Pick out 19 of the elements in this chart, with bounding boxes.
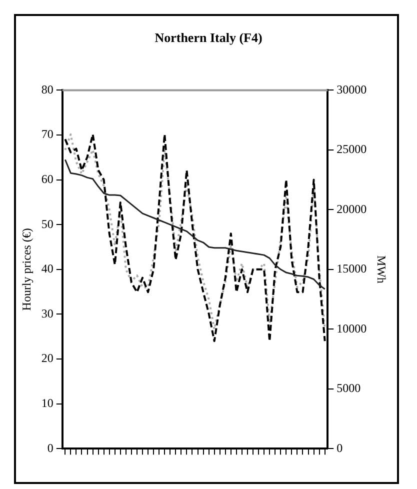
y2-tick-label: 30000 <box>336 82 367 96</box>
y-tick-label: 60 <box>41 172 54 186</box>
y-tick-label: 0 <box>47 440 54 455</box>
y2-axis-title: MWh <box>374 255 389 284</box>
y2-tick-label: 10000 <box>336 321 367 336</box>
y-axis-title: Hourly prices (€) <box>19 228 34 311</box>
y2-tick-label: 15000 <box>336 262 367 276</box>
chart-title: Northern Italy (F4) <box>154 30 264 46</box>
y2-tick-label: 0 <box>336 440 343 455</box>
y-tick-label: 10 <box>41 396 54 410</box>
y-tick-label: 30 <box>41 306 54 320</box>
y-tick-label: 50 <box>41 216 54 231</box>
y-tick-label: 70 <box>41 127 54 142</box>
y-tick-label: 40 <box>41 262 54 276</box>
y-tick-label: 20 <box>41 351 54 366</box>
y-tick-label: 80 <box>41 82 54 96</box>
y2-tick-label: 5000 <box>336 381 361 396</box>
y2-tick-label: 25000 <box>336 142 367 156</box>
y2-tick-label: 20000 <box>336 202 367 216</box>
